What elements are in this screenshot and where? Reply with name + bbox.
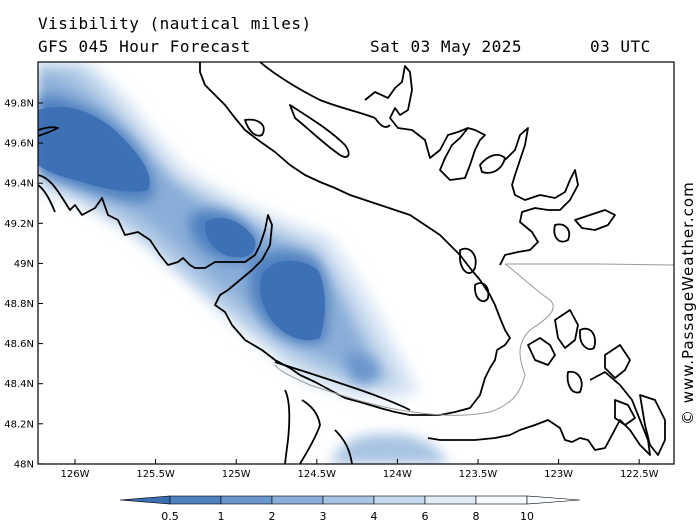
- forecast-time: 03 UTC: [590, 37, 651, 56]
- lon-tick-label: 123W: [544, 469, 573, 480]
- lat-tick-label: 48N: [14, 459, 34, 470]
- lat-tick-label: 49.8N: [4, 99, 34, 110]
- legend-swatch: [271, 495, 324, 505]
- lon-tick-label: 124W: [383, 469, 412, 480]
- credit-text: © www.PassageWeather.com: [679, 181, 697, 425]
- legend-swatch: [424, 495, 477, 505]
- legend-swatch: [373, 495, 426, 505]
- legend-label: 8: [473, 510, 480, 523]
- lat-tick-label: 49.6N: [4, 139, 34, 150]
- map-title: Visibility (nautical miles): [38, 14, 312, 33]
- legend-swatch: [220, 495, 273, 505]
- lat-tick-label: 49N: [14, 259, 34, 270]
- lon-tick-label: 126W: [61, 469, 90, 480]
- legend-label: 6: [422, 510, 429, 523]
- lat-tick-label: 48.8N: [4, 299, 34, 310]
- lat-tick-label: 48.2N: [4, 419, 34, 430]
- legend-swatch: [322, 495, 375, 505]
- visibility-legend: 0.5 1 2 3 4 6 8 10: [119, 495, 581, 523]
- legend-label: 2: [269, 510, 276, 523]
- legend-label: 3: [320, 510, 327, 523]
- longitude-axis: 126W 125.5W 125W 124.5W 124W 123.5W 123W 122.5W: [61, 459, 659, 480]
- lat-tick-label: 48.4N: [4, 379, 34, 390]
- legend-label: 10: [520, 510, 534, 523]
- lon-tick-label: 125.5W: [136, 469, 175, 480]
- legend-label: 1: [218, 510, 225, 523]
- legend-label: 4: [371, 510, 378, 523]
- legend-swatch: [169, 495, 222, 505]
- credit-watermark: © www.PassageWeather.com: [679, 181, 697, 425]
- us-canada-border: [505, 263, 674, 266]
- lon-tick-label: 122.5W: [620, 469, 659, 480]
- lon-tick-label: 124.5W: [298, 469, 337, 480]
- legend-label: 0.5: [161, 510, 179, 523]
- legend-swatch: [526, 495, 581, 505]
- legend-swatch: [475, 495, 528, 505]
- latitude-axis: 49.8N 49.6N 49.4N 49.2N 49N 48.8N 48.6N 48.4N 48…: [4, 99, 43, 470]
- forecast-date: Sat 03 May 2025: [370, 37, 522, 56]
- legend-swatch: [119, 495, 171, 505]
- lat-tick-label: 49.2N: [4, 219, 34, 230]
- lat-tick-label: 49.4N: [4, 179, 34, 190]
- lon-tick-label: 123.5W: [459, 469, 498, 480]
- lon-tick-label: 125W: [222, 469, 251, 480]
- coastlines: [38, 62, 666, 464]
- visibility-field: [38, 62, 674, 464]
- forecast-label: GFS 045 Hour Forecast: [38, 37, 251, 56]
- lat-tick-label: 48.6N: [4, 339, 34, 350]
